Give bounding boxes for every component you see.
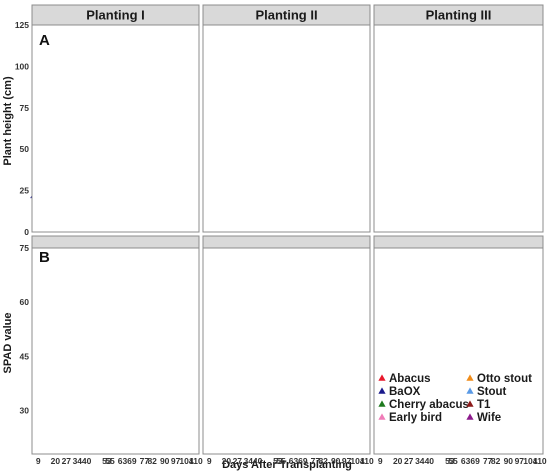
x-tick-label: 53 [273, 456, 283, 466]
facet-label-planting-ii: Planting II [255, 8, 317, 23]
x-tick-label: 69 [127, 456, 137, 466]
legend-label-baox: BaOX [389, 386, 421, 398]
y-tick-label: 0 [24, 227, 29, 237]
y-tick-label: 25 [20, 186, 30, 196]
y-axis-title-spad: SPAD value [2, 313, 14, 374]
x-tick-label: 9 [378, 456, 383, 466]
x-tick-label: 77 [483, 456, 493, 466]
x-tick-label: 34 [415, 456, 425, 466]
y-tick-label: 60 [20, 297, 30, 307]
x-tick-label: 90 [331, 456, 341, 466]
panel-letter-b: B [39, 249, 50, 266]
x-tick-label: 20 [51, 456, 61, 466]
x-tick-label: 97 [515, 456, 525, 466]
panel-frame [31, 24, 200, 233]
legend-label-wife: Wife [477, 412, 501, 424]
x-tick-label: 9 [36, 456, 41, 466]
x-tick-label: 20 [393, 456, 403, 466]
facet-strip-row-b-1 [31, 235, 200, 249]
legend-marker-early-bird [378, 413, 386, 420]
x-tick-label: 55 [276, 456, 286, 466]
x-tick-label: 77 [140, 456, 150, 466]
legend-marker-abacus [378, 374, 386, 381]
x-tick-label: 69 [470, 456, 480, 466]
panel-frame [373, 24, 544, 233]
facet-label-planting-iii: Planting III [426, 8, 492, 23]
legend-marker-otto-stout [466, 374, 474, 381]
facet-label-planting-i: Planting I [86, 8, 145, 23]
legend-marker-baox [378, 387, 386, 394]
x-tick-label: 104 [523, 456, 537, 466]
y-tick-label: 100 [15, 61, 29, 71]
panel-frame [373, 247, 544, 455]
y-tick-label: 45 [20, 351, 30, 361]
x-tick-label: 27 [404, 456, 414, 466]
x-tick-label: 40 [82, 456, 92, 466]
y-tick-label: 50 [20, 144, 30, 154]
x-tick-label: 53 [445, 456, 455, 466]
x-tick-label: 77 [311, 456, 321, 466]
y-tick-label: 75 [20, 243, 30, 253]
legend-label-stout: Stout [477, 386, 507, 398]
x-tick-label: 55 [448, 456, 458, 466]
x-tick-label: 27 [62, 456, 72, 466]
facet-strips: Planting I Planting II Planting III [31, 4, 544, 249]
legend-label-otto-stout: Otto stout [477, 373, 532, 385]
y-tick-label: 125 [15, 20, 29, 30]
legend-marker-stout [466, 387, 474, 394]
x-tick-label: 40 [253, 456, 263, 466]
facet-strip-3 [373, 4, 544, 26]
panel-letter-a: A [39, 32, 50, 49]
x-tick-label: 82 [491, 456, 501, 466]
y-tick-label: 30 [20, 406, 30, 416]
x-tick-label: 34 [73, 456, 83, 466]
legend-label-abacus: Abacus [389, 373, 431, 385]
x-tick-label: 63 [461, 456, 471, 466]
facet-strip-row-b-3 [373, 235, 544, 249]
panel-frames-layer [31, 24, 544, 455]
x-tick-label: 34 [244, 456, 254, 466]
x-tick-label: 53 [102, 456, 112, 466]
x-tick-label: 97 [342, 456, 352, 466]
legend-marker-cherry-abacus [378, 400, 386, 407]
y-tick-label: 75 [20, 103, 30, 113]
x-tick-label: 63 [289, 456, 299, 466]
x-tick-label: 97 [171, 456, 181, 466]
y-axis-title-plant-height: Plant height (cm) [2, 76, 14, 166]
x-tick-label: 20 [222, 456, 232, 466]
x-tick-label: 104 [350, 456, 364, 466]
x-tick-label: 110 [360, 456, 374, 466]
legend-marker-wife [466, 413, 474, 420]
x-tick-label: 110 [189, 456, 203, 466]
legend-marker-t1 [466, 400, 474, 407]
x-tick-label: 110 [533, 456, 547, 466]
x-tick-label: 82 [318, 456, 328, 466]
facet-strip-2 [202, 4, 371, 26]
legend-label-cherry-abacus: Cherry abacus [389, 399, 469, 411]
x-axis-title: Days After Transplanting [222, 459, 352, 471]
legend-label-early-bird: Early bird [389, 412, 442, 424]
x-tick-label: 27 [233, 456, 243, 466]
x-tick-label: 69 [298, 456, 308, 466]
legend-label-t1: T1 [477, 399, 491, 411]
panel-frame [202, 247, 371, 455]
x-tick-label: 104 [179, 456, 193, 466]
panel-frame [31, 247, 200, 455]
x-tick-label: 90 [160, 456, 170, 466]
panel-frame [202, 24, 371, 233]
facet-strip-1 [31, 4, 200, 26]
x-tick-label: 55 [105, 456, 115, 466]
x-tick-label: 9 [207, 456, 212, 466]
x-tick-label: 90 [504, 456, 514, 466]
facet-strip-row-b-2 [202, 235, 371, 249]
x-tick-label: 40 [425, 456, 435, 466]
x-tick-label: 63 [118, 456, 128, 466]
x-tick-label: 82 [147, 456, 157, 466]
